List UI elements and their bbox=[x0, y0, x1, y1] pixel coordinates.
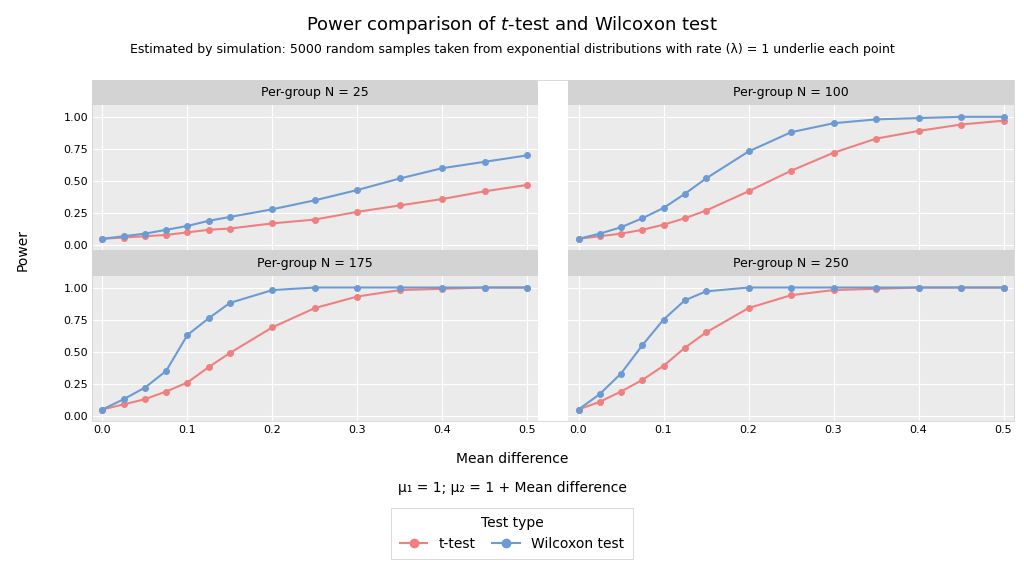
Text: Power comparison of $\it{t}$-test and Wilcoxon test: Power comparison of $\it{t}$-test and Wi… bbox=[306, 14, 718, 36]
Text: Mean difference: Mean difference bbox=[456, 452, 568, 467]
Text: Power: Power bbox=[15, 229, 30, 271]
Text: Per-group N = 100: Per-group N = 100 bbox=[733, 86, 849, 99]
Text: Per-group N = 250: Per-group N = 250 bbox=[733, 257, 849, 270]
Text: Per-group N = 175: Per-group N = 175 bbox=[257, 257, 373, 270]
Text: μ₁ = 1; μ₂ = 1 + Mean difference: μ₁ = 1; μ₂ = 1 + Mean difference bbox=[397, 481, 627, 495]
Text: Estimated by simulation: 5000 random samples taken from exponential distribution: Estimated by simulation: 5000 random sam… bbox=[130, 43, 894, 56]
Text: Per-group N = 25: Per-group N = 25 bbox=[261, 86, 369, 99]
Legend: t-test, Wilcoxon test: t-test, Wilcoxon test bbox=[391, 508, 633, 559]
